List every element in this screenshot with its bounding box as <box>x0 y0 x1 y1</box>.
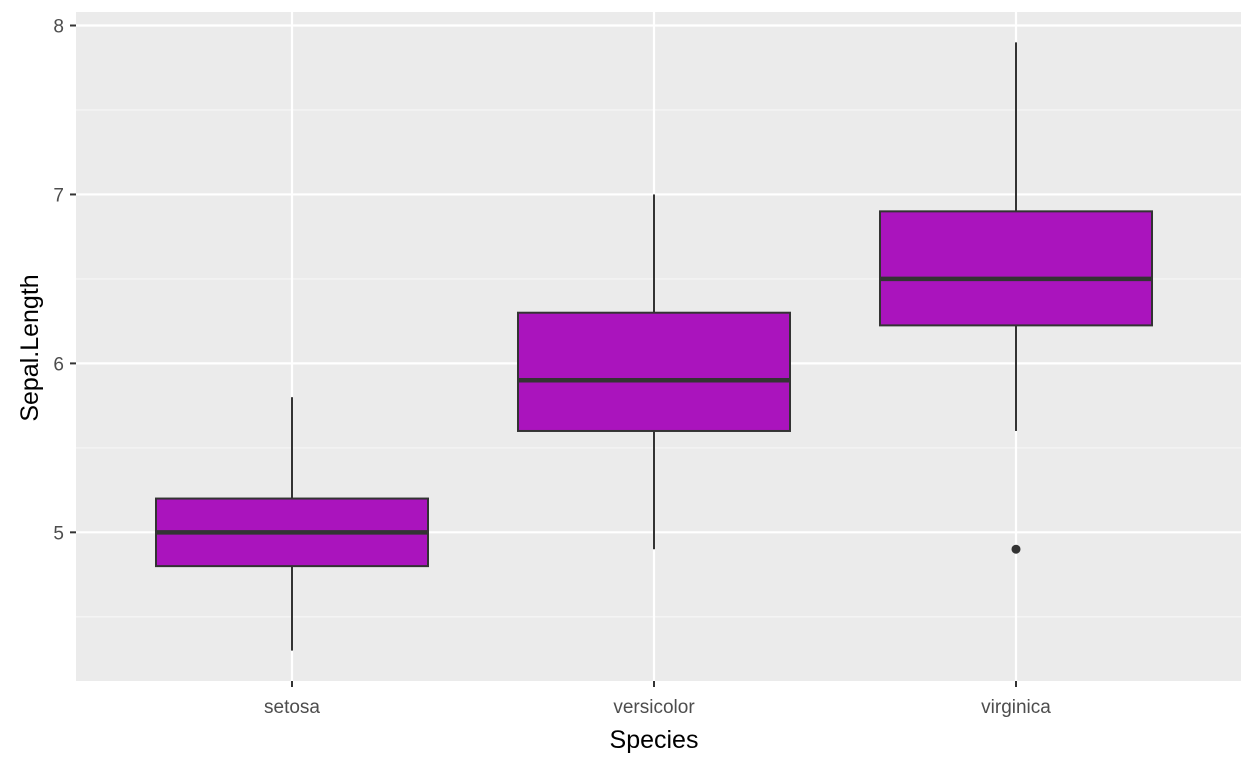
y-tick-label: 7 <box>53 185 64 206</box>
outlier-point <box>1011 544 1021 554</box>
box-versicolor <box>517 194 791 550</box>
box-setosa <box>155 397 429 651</box>
y-tick-label: 5 <box>53 523 64 544</box>
x-axis: setosa versicolor virginica <box>264 681 1051 718</box>
x-axis-title: Species <box>610 726 699 754</box>
box-virginica <box>879 42 1153 554</box>
y-axis-title: Sepal.Length <box>16 274 44 421</box>
x-tick-label: virginica <box>981 697 1051 718</box>
iqr-box <box>879 210 1153 327</box>
x-tick-label: versicolor <box>613 697 695 718</box>
y-tick-label: 8 <box>53 17 64 38</box>
y-axis: 5 6 7 8 <box>53 17 76 544</box>
x-tick-label: setosa <box>264 697 320 718</box>
boxes <box>155 42 1153 651</box>
iqr-box <box>517 311 791 432</box>
y-tick-label: 6 <box>53 354 64 375</box>
